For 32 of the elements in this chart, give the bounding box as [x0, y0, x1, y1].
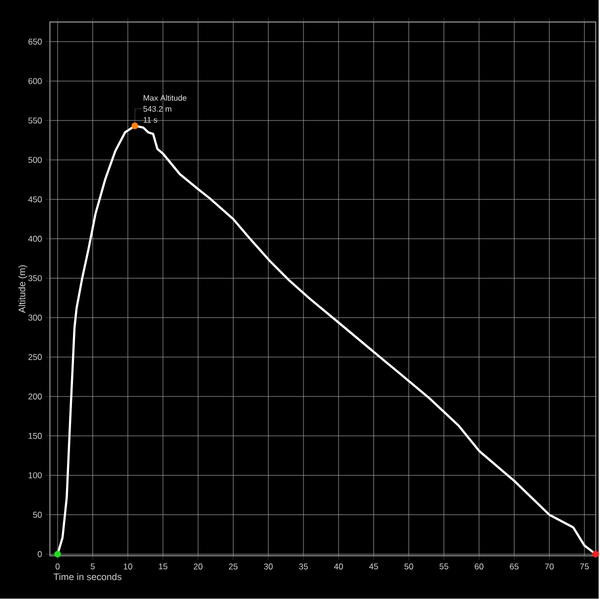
y-tick-label: 550: [28, 118, 42, 124]
y-tick-label: 100: [28, 472, 42, 478]
x-tick-label: 60: [474, 564, 484, 570]
x-tick-label: 0: [56, 564, 60, 570]
y-tick-label: 400: [28, 236, 42, 242]
y-tick-label: 650: [28, 38, 42, 45]
x-tick-label: 15: [158, 564, 168, 570]
x-tick-label: 75: [580, 564, 589, 570]
y-axis-title: Altitude (m): [18, 265, 28, 314]
x-tick-label: 5: [90, 564, 95, 570]
x-tick-label: 50: [404, 564, 414, 570]
y-tick-label: 50: [33, 512, 42, 518]
x-tick-label: 30: [264, 564, 273, 570]
x-tick-label: 40: [334, 564, 343, 570]
y-tick-label: 150: [28, 433, 42, 440]
y-tick-label: 350: [28, 275, 42, 282]
y-tick-label: 200: [28, 394, 42, 400]
x-tick-label: 35: [299, 564, 308, 570]
y-tick-label: 250: [28, 354, 42, 360]
y-tick-label: 600: [28, 78, 42, 84]
x-axis-title: Time in seconds: [54, 573, 122, 580]
y-tick-label: 450: [28, 196, 42, 203]
x-tick-label: 65: [510, 564, 519, 570]
x-tick-label: 10: [124, 564, 132, 570]
y-tick-label: 0: [38, 551, 42, 558]
y-tick-label: 500: [28, 157, 42, 164]
x-tick-label: 20: [194, 564, 202, 570]
x-tick-label: 25: [228, 564, 238, 570]
y-tick-label: 300: [28, 314, 42, 321]
x-tick-label: 55: [440, 564, 448, 570]
x-tick-label: 45: [369, 564, 378, 570]
x-tick-label: 70: [545, 564, 554, 570]
